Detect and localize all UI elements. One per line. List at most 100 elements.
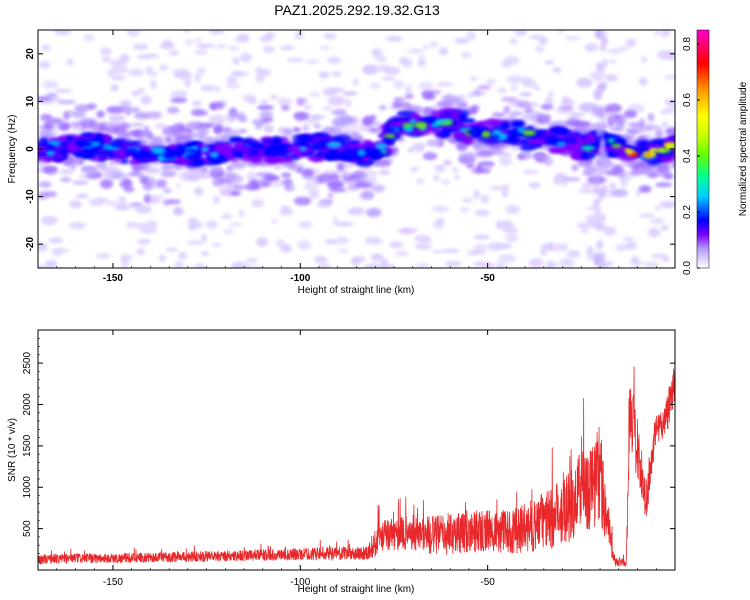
spectrogram-cell — [296, 97, 305, 106]
spectrogram-cell — [567, 136, 578, 144]
spectrogram-cell — [159, 42, 175, 50]
spectrogram-cell — [325, 149, 340, 158]
spectrogram-cell — [105, 201, 120, 206]
spectrogram-cell — [665, 127, 675, 136]
spectrogram-cell — [503, 105, 511, 115]
spectrogram-cell — [146, 220, 158, 230]
spectrogram-cell — [250, 265, 263, 268]
snr-ytick-label: 1500 — [22, 434, 33, 457]
snr-xtick-label: -50 — [480, 577, 495, 588]
spectrogram-cell — [386, 263, 395, 268]
spectrogram-ytick-label: 10 — [25, 95, 36, 107]
spectrogram-cell — [136, 54, 151, 60]
spectrogram-cell — [438, 47, 449, 56]
spectrogram-cell — [293, 111, 309, 122]
spectrogram-cell — [664, 143, 671, 148]
spectrogram-cell — [518, 92, 532, 97]
spectrogram-cell — [230, 190, 242, 196]
spectrogram-cell — [603, 226, 617, 236]
spectrogram-cell — [520, 76, 533, 84]
spectrogram-cell — [600, 213, 607, 222]
spectrogram-cell — [156, 179, 168, 189]
spectrogram-cell — [365, 207, 382, 218]
spectrogram-cell — [247, 149, 259, 156]
spectrogram-cell — [317, 173, 332, 183]
spectrogram-cell — [185, 153, 198, 160]
spectrogram-cell — [68, 221, 86, 230]
spectrogram-cell — [555, 141, 567, 147]
spectrogram-cell — [504, 232, 519, 243]
spectrogram-cell — [210, 104, 217, 111]
spectrogram-cell — [222, 126, 232, 134]
spectrogram-cell — [563, 176, 581, 182]
spectrogram-cell — [393, 97, 406, 102]
spectrogram-cell — [584, 43, 599, 52]
spectrogram-cell — [63, 110, 80, 117]
snr-series-line — [38, 366, 675, 567]
spectrogram-cell — [113, 147, 127, 156]
spectrogram-cell — [281, 104, 290, 111]
spectrogram-cell — [544, 59, 555, 65]
spectrogram-cell — [293, 196, 312, 206]
spectrogram-cell — [168, 144, 179, 150]
spectrogram-cell — [191, 100, 202, 106]
spectrogram-cell — [264, 175, 281, 180]
spectrogram-cell — [48, 237, 64, 244]
spectrogram-cell — [108, 115, 126, 121]
spectrogram-cell — [385, 36, 403, 42]
spectrogram-cell — [150, 71, 158, 77]
spectrogram-cell — [548, 90, 555, 97]
spectrogram-cell — [561, 96, 570, 106]
spectrogram-cell — [213, 157, 223, 165]
spectrogram-cell — [649, 148, 656, 153]
spectrogram-cell — [426, 139, 444, 147]
spectrogram-cell — [516, 127, 526, 133]
spectrogram-cell — [134, 111, 150, 120]
spectrogram-cell — [271, 136, 283, 145]
spectrogram-cell — [436, 100, 454, 108]
spectrogram-cell — [348, 206, 366, 216]
snr-ticks: -150 -100 -50 500 1000 1500 2000 2500 — [22, 330, 676, 588]
spectrogram-cell — [499, 156, 513, 166]
spectrogram-cell — [259, 35, 272, 43]
spectrogram-cell — [611, 164, 624, 175]
spectrogram-cell — [256, 172, 275, 177]
spectrogram-cell — [256, 237, 269, 247]
spectrogram-cell — [409, 118, 417, 125]
spectrogram-cell — [159, 64, 169, 71]
spectrogram-cell — [286, 57, 304, 63]
spectrogram-cell — [283, 127, 293, 136]
spectrogram-cell — [324, 239, 338, 245]
spectrogram-cell — [413, 121, 428, 129]
spectrogram-cell — [178, 251, 187, 261]
spectrogram-cell — [95, 162, 108, 170]
spectrogram-cell — [478, 161, 495, 167]
spectrogram-cell — [281, 172, 292, 178]
spectrogram-cell — [459, 207, 471, 213]
spectrogram-cell — [540, 243, 552, 251]
spectrogram-cell — [535, 45, 545, 53]
spectrogram-cell — [44, 145, 56, 151]
spectrogram-cell — [525, 106, 533, 114]
spectrogram-cell — [497, 243, 513, 250]
spectrogram-cell — [231, 149, 244, 155]
spectrogram-cell — [431, 249, 445, 254]
spectrogram-cell — [630, 169, 648, 176]
spectrogram-cell — [322, 106, 333, 111]
spectrogram-ytick-label: -20 — [25, 237, 36, 252]
spectrogram-cell — [201, 146, 210, 152]
spectrogram-cell — [453, 175, 460, 180]
spectrogram-cell — [259, 110, 274, 120]
spectrogram-cell — [416, 178, 425, 185]
spectrogram-cell — [251, 198, 264, 208]
spectrogram-cell — [471, 130, 481, 138]
spectrogram-cell — [38, 96, 51, 102]
spectrogram-cell — [255, 74, 266, 83]
spectrogram-cell — [187, 217, 199, 225]
spectrogram-cell — [342, 164, 352, 169]
spectrogram-cell — [270, 219, 278, 224]
spectrogram-cell — [222, 229, 235, 235]
spectrogram-cell — [56, 121, 70, 130]
spectrogram-cell — [432, 220, 444, 230]
spectrogram-cell — [246, 257, 258, 264]
